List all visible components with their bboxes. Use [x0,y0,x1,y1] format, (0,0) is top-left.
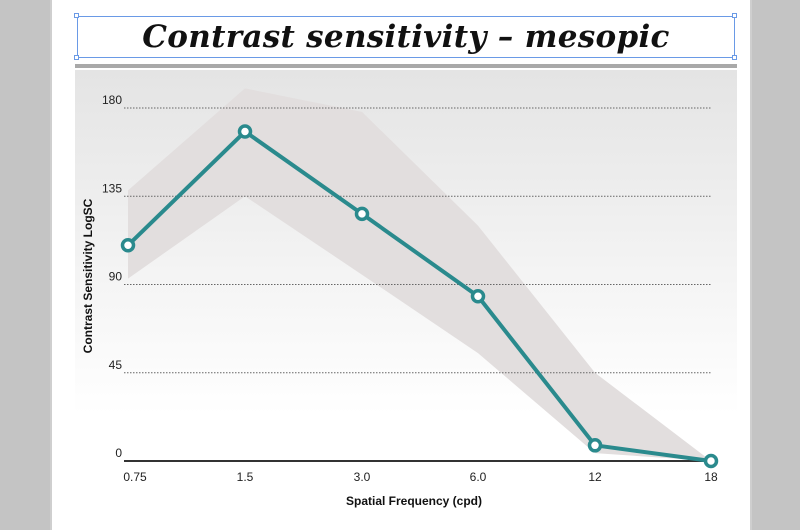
right-panel [752,0,800,530]
y-tick-label: 135 [102,181,122,195]
title-selection-box[interactable]: Contrast sensitivity – mesopic [77,16,735,58]
x-tick-label: 0.75 [123,470,147,484]
x-tick-label: 18 [704,470,718,484]
data-point [587,438,603,453]
x-tick-label: 12 [588,470,602,484]
x-axis-title: Spatial Frequency (cpd) [346,494,482,508]
x-tick-label: 6.0 [470,470,487,484]
data-point [703,453,719,469]
data-point [354,206,370,222]
title-divider [75,64,737,68]
y-tick-label: 0 [115,446,122,460]
data-point [237,124,253,139]
gridlines-layer [124,107,711,462]
selection-handle-top-right[interactable] [732,13,737,18]
series-line-layer [126,129,712,463]
confidence-band-layer [128,88,711,461]
left-panel [0,0,50,530]
series-points-layer [120,124,719,469]
confidence-band [128,88,711,461]
selection-handle-bottom-right[interactable] [732,55,737,60]
tick-labels-layer: 0 45 90 135 180 0.75 1.5 3.0 6.0 12 18 [102,93,718,484]
selection-handle-top-left[interactable] [74,13,79,18]
series-line [126,129,712,463]
chart-title[interactable]: Contrast sensitivity – mesopic [142,19,670,55]
y-axis-title: Contrast Sensitivity LogSC [81,198,95,353]
x-tick-label: 1.5 [237,470,254,484]
y-tick-label: 180 [102,93,122,107]
y-tick-label: 45 [109,358,123,372]
data-point [120,238,136,253]
y-tick-label: 90 [109,270,123,284]
x-tick-label: 3.0 [354,470,371,484]
data-point [470,289,486,304]
selection-handle-bottom-left[interactable] [74,55,79,60]
